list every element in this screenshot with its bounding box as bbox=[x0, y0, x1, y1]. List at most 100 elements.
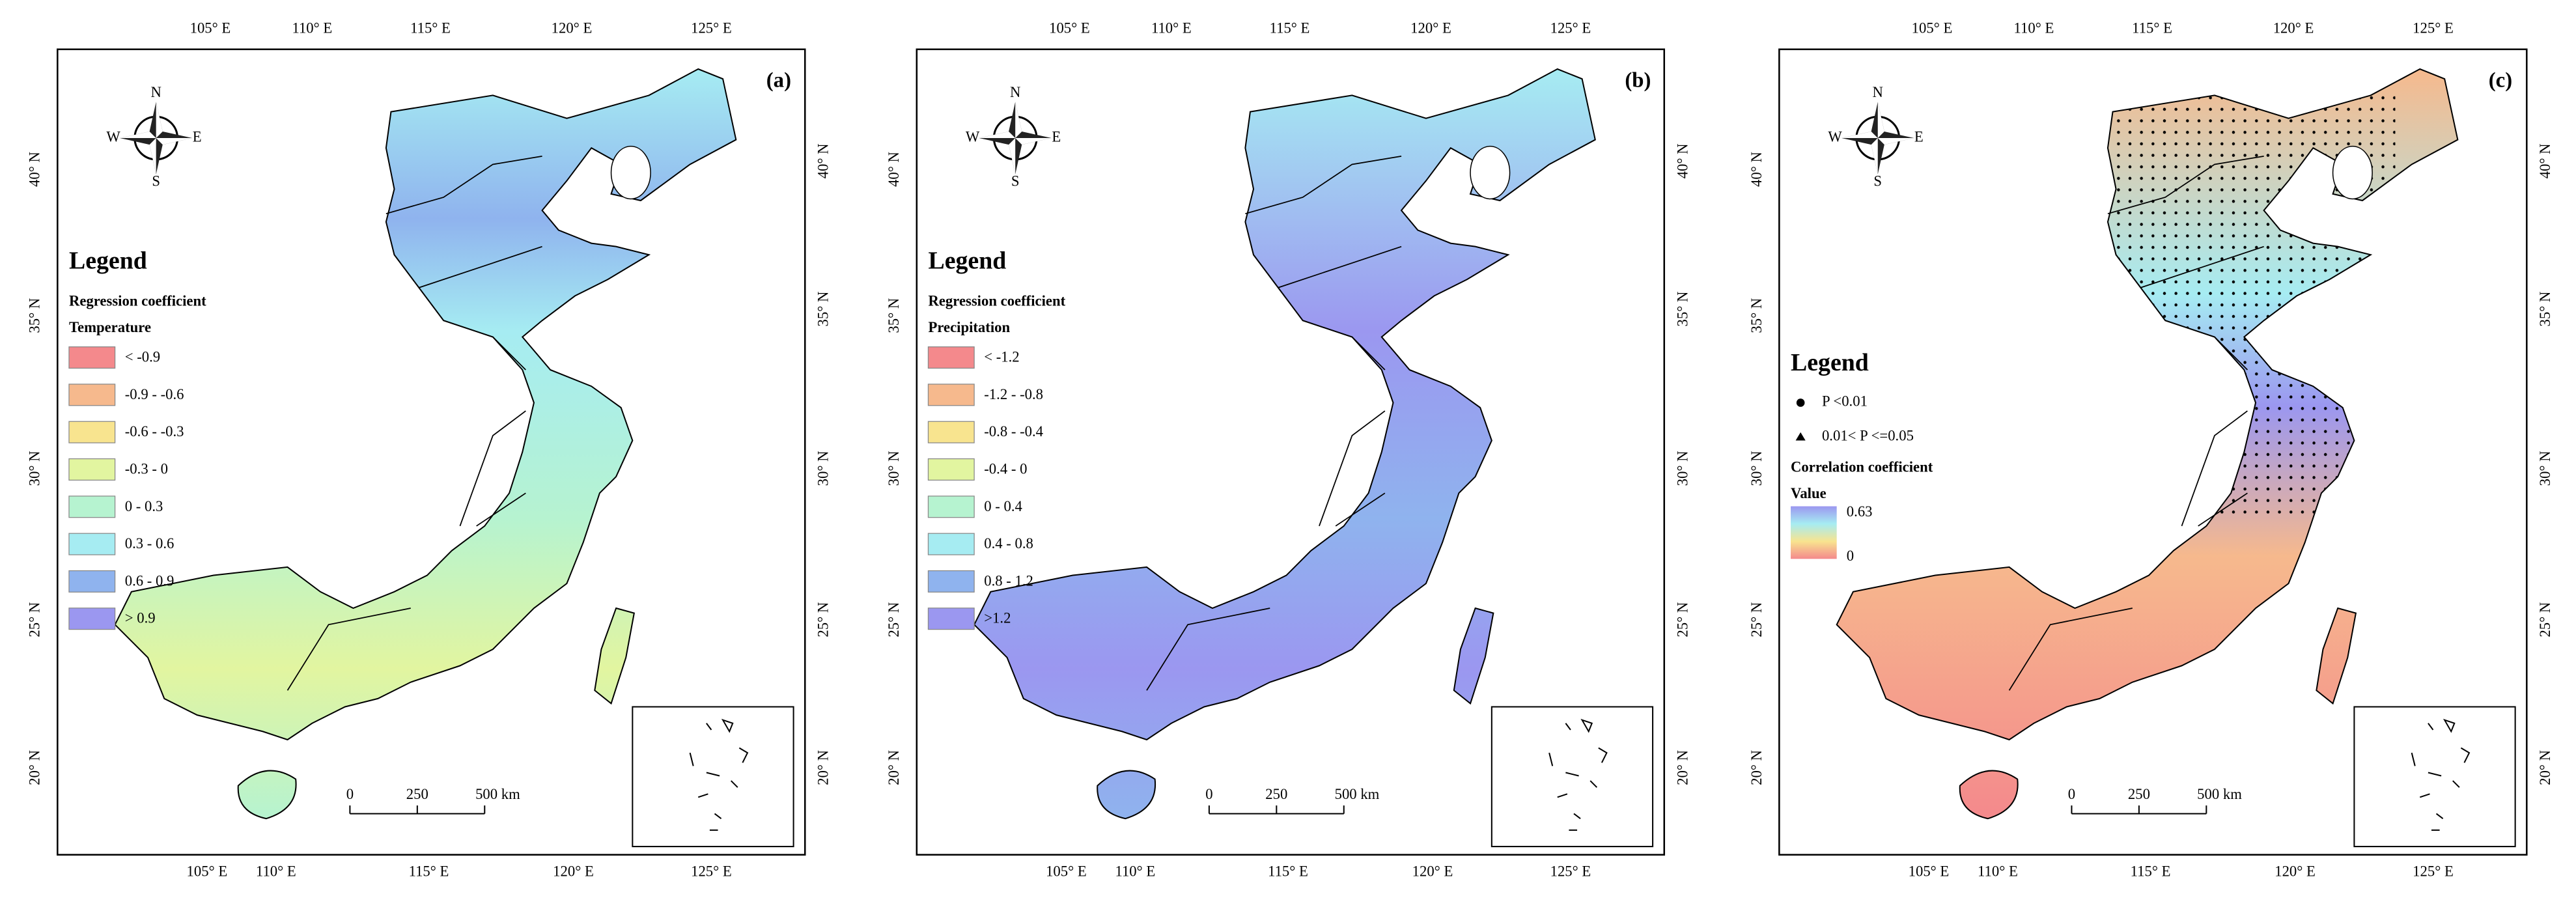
bohai-sea bbox=[2332, 145, 2373, 200]
legend-swatch bbox=[927, 608, 975, 630]
inset-islands bbox=[689, 718, 749, 831]
panel-label: (b) bbox=[1625, 69, 1651, 92]
legend-swatch bbox=[927, 421, 975, 443]
legend-swatch bbox=[68, 421, 116, 443]
legend-swatch bbox=[68, 570, 116, 593]
lat-tick-label: 40° N bbox=[886, 152, 902, 187]
compass-star-inner bbox=[120, 102, 193, 175]
legend-variable: Temperature bbox=[69, 319, 151, 335]
lon-tick-label: 110° E bbox=[1978, 863, 2018, 880]
legend-label: P <0.01 bbox=[1822, 393, 1868, 410]
legend-variable: Value bbox=[1791, 485, 1827, 501]
lat-tick-label: 30° N bbox=[2537, 451, 2553, 486]
legend-label: -0.8 - -0.4 bbox=[984, 423, 1043, 440]
bohai-sea bbox=[1470, 145, 1511, 200]
lon-tick-label: 115° E bbox=[1270, 20, 1310, 36]
compass-letter: W bbox=[106, 128, 120, 145]
scale-label: 500 km bbox=[475, 786, 520, 802]
compass-letter: S bbox=[152, 173, 160, 189]
lon-tick-label: 110° E bbox=[292, 20, 332, 36]
lat-tick-label: 30° N bbox=[815, 451, 832, 486]
compass-letter: E bbox=[1052, 128, 1061, 145]
lon-tick-label: 120° E bbox=[1412, 863, 1453, 880]
legend-swatch bbox=[68, 458, 116, 481]
compass-star-inner bbox=[979, 102, 1052, 175]
legend-subtitle: Correlation coefficient bbox=[1791, 459, 1933, 475]
lat-tick-label: 35° N bbox=[1748, 298, 1765, 333]
lon-tick-label: 125° E bbox=[1550, 863, 1591, 880]
lat-tick-label: 40° N bbox=[1674, 143, 1690, 178]
inset-frame bbox=[632, 706, 794, 848]
scale-bar bbox=[1208, 805, 1345, 815]
legend-swatch bbox=[927, 346, 975, 369]
lon-tick-label: 125° E bbox=[691, 863, 732, 880]
lon-tick-label: 110° E bbox=[2014, 20, 2054, 36]
inset-frame bbox=[1491, 706, 1654, 848]
lat-tick-label: 30° N bbox=[1674, 451, 1690, 486]
lat-tick-label: 35° N bbox=[815, 292, 832, 327]
lat-tick-label: 20° N bbox=[27, 750, 43, 785]
legend-label: 0.4 - 0.8 bbox=[984, 535, 1033, 552]
lat-tick-label: 40° N bbox=[815, 143, 832, 178]
compass-letter: S bbox=[1011, 173, 1020, 189]
lat-tick-label: 35° N bbox=[2537, 292, 2553, 327]
lon-tick-label: 125° E bbox=[2413, 863, 2454, 880]
compass-letter: E bbox=[1914, 128, 1924, 145]
lon-tick-label: 120° E bbox=[2273, 20, 2314, 36]
legend-label: 0 - 0.3 bbox=[125, 498, 163, 514]
map-panel: (b) 105° E 105° E 110° E 110° E 115° E 115° E 1… bbox=[886, 20, 1690, 880]
legend-label: >1.2 bbox=[984, 610, 1011, 626]
lat-tick-label: 25° N bbox=[886, 602, 902, 637]
legend-label: -0.9 - -0.6 bbox=[125, 386, 184, 402]
compass-letter: N bbox=[1873, 84, 1883, 100]
legend-symbol bbox=[1796, 399, 1805, 407]
legend-label: 0.3 - 0.6 bbox=[125, 535, 175, 552]
compass-letter: N bbox=[150, 84, 161, 100]
compass-letter: N bbox=[1010, 84, 1020, 100]
lat-tick-label: 40° N bbox=[1748, 152, 1765, 187]
legend-label: < -0.9 bbox=[125, 349, 160, 365]
legend-subtitle: Regression coefficient bbox=[69, 293, 206, 309]
lat-tick-label: 25° N bbox=[1674, 602, 1690, 637]
lat-tick-label: 35° N bbox=[27, 298, 43, 333]
lon-tick-label: 125° E bbox=[691, 20, 732, 36]
legend-ramp bbox=[1791, 506, 1837, 559]
legend-swatch bbox=[927, 533, 975, 555]
compass-letter: W bbox=[966, 128, 980, 145]
lat-tick-label: 40° N bbox=[27, 152, 43, 187]
bohai-sea bbox=[610, 145, 651, 200]
lat-tick-label: 25° N bbox=[1748, 602, 1765, 637]
lon-tick-label: 120° E bbox=[552, 20, 593, 36]
legend-swatch bbox=[927, 458, 975, 481]
compass-star bbox=[1841, 102, 1914, 175]
lon-tick-label: 110° E bbox=[256, 863, 296, 880]
lon-tick-label: 120° E bbox=[553, 863, 594, 880]
legend-label: 0.01< P <=0.05 bbox=[1822, 428, 1914, 444]
lat-tick-label: 30° N bbox=[1748, 451, 1765, 486]
legend-swatch bbox=[68, 384, 116, 406]
lon-tick-label: 125° E bbox=[2413, 20, 2454, 36]
scale-label: 0 bbox=[346, 786, 354, 802]
legend-label: -0.4 - 0 bbox=[984, 460, 1027, 477]
lon-tick-label: 120° E bbox=[2275, 863, 2316, 880]
lat-tick-label: 20° N bbox=[1674, 750, 1690, 785]
scale-label: 250 bbox=[1265, 786, 1287, 802]
legend-swatch bbox=[68, 346, 116, 369]
legend-ramp-high: 0.63 bbox=[1847, 503, 1873, 520]
inset-islands bbox=[1548, 718, 1608, 831]
lat-tick-label: 25° N bbox=[815, 602, 832, 637]
lon-tick-label: 105° E bbox=[1909, 863, 1950, 880]
legend-swatch bbox=[68, 496, 116, 518]
map-panel: (a) 105° E 105° E 110° E 110° E 115° E 115° E 1… bbox=[27, 20, 832, 880]
lat-tick-label: 30° N bbox=[886, 451, 902, 486]
legend-label: -1.2 - -0.8 bbox=[984, 386, 1043, 402]
legend-label: 0.8 - 1.2 bbox=[984, 572, 1033, 589]
scale-label: 500 km bbox=[2197, 786, 2242, 802]
lon-tick-label: 105° E bbox=[190, 20, 231, 36]
legend-label: 0.6 - 0.9 bbox=[125, 572, 175, 589]
compass-letter: E bbox=[193, 128, 202, 145]
inset-frame bbox=[2353, 706, 2516, 848]
scale-label: 0 bbox=[1205, 786, 1212, 802]
lat-tick-label: 20° N bbox=[2537, 750, 2553, 785]
